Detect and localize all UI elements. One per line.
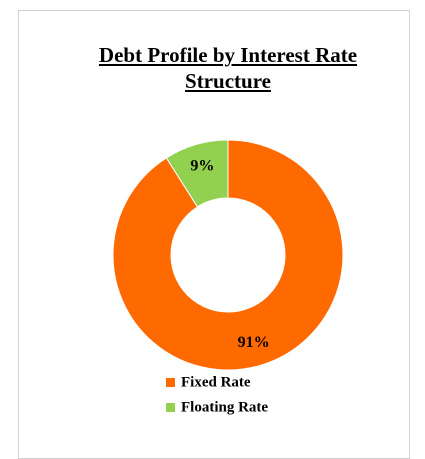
chart-title: Debt Profile by Interest Rate Structure [98,43,358,93]
data-label: 9% [190,157,214,174]
donut-slice [112,139,344,371]
legend-label: Fixed Rate [181,374,251,390]
legend-label: Floating Rate [181,399,268,415]
legend-swatch [166,378,175,387]
legend-swatch [166,403,175,412]
data-label: 91% [238,334,270,351]
donut-slice [165,139,229,208]
